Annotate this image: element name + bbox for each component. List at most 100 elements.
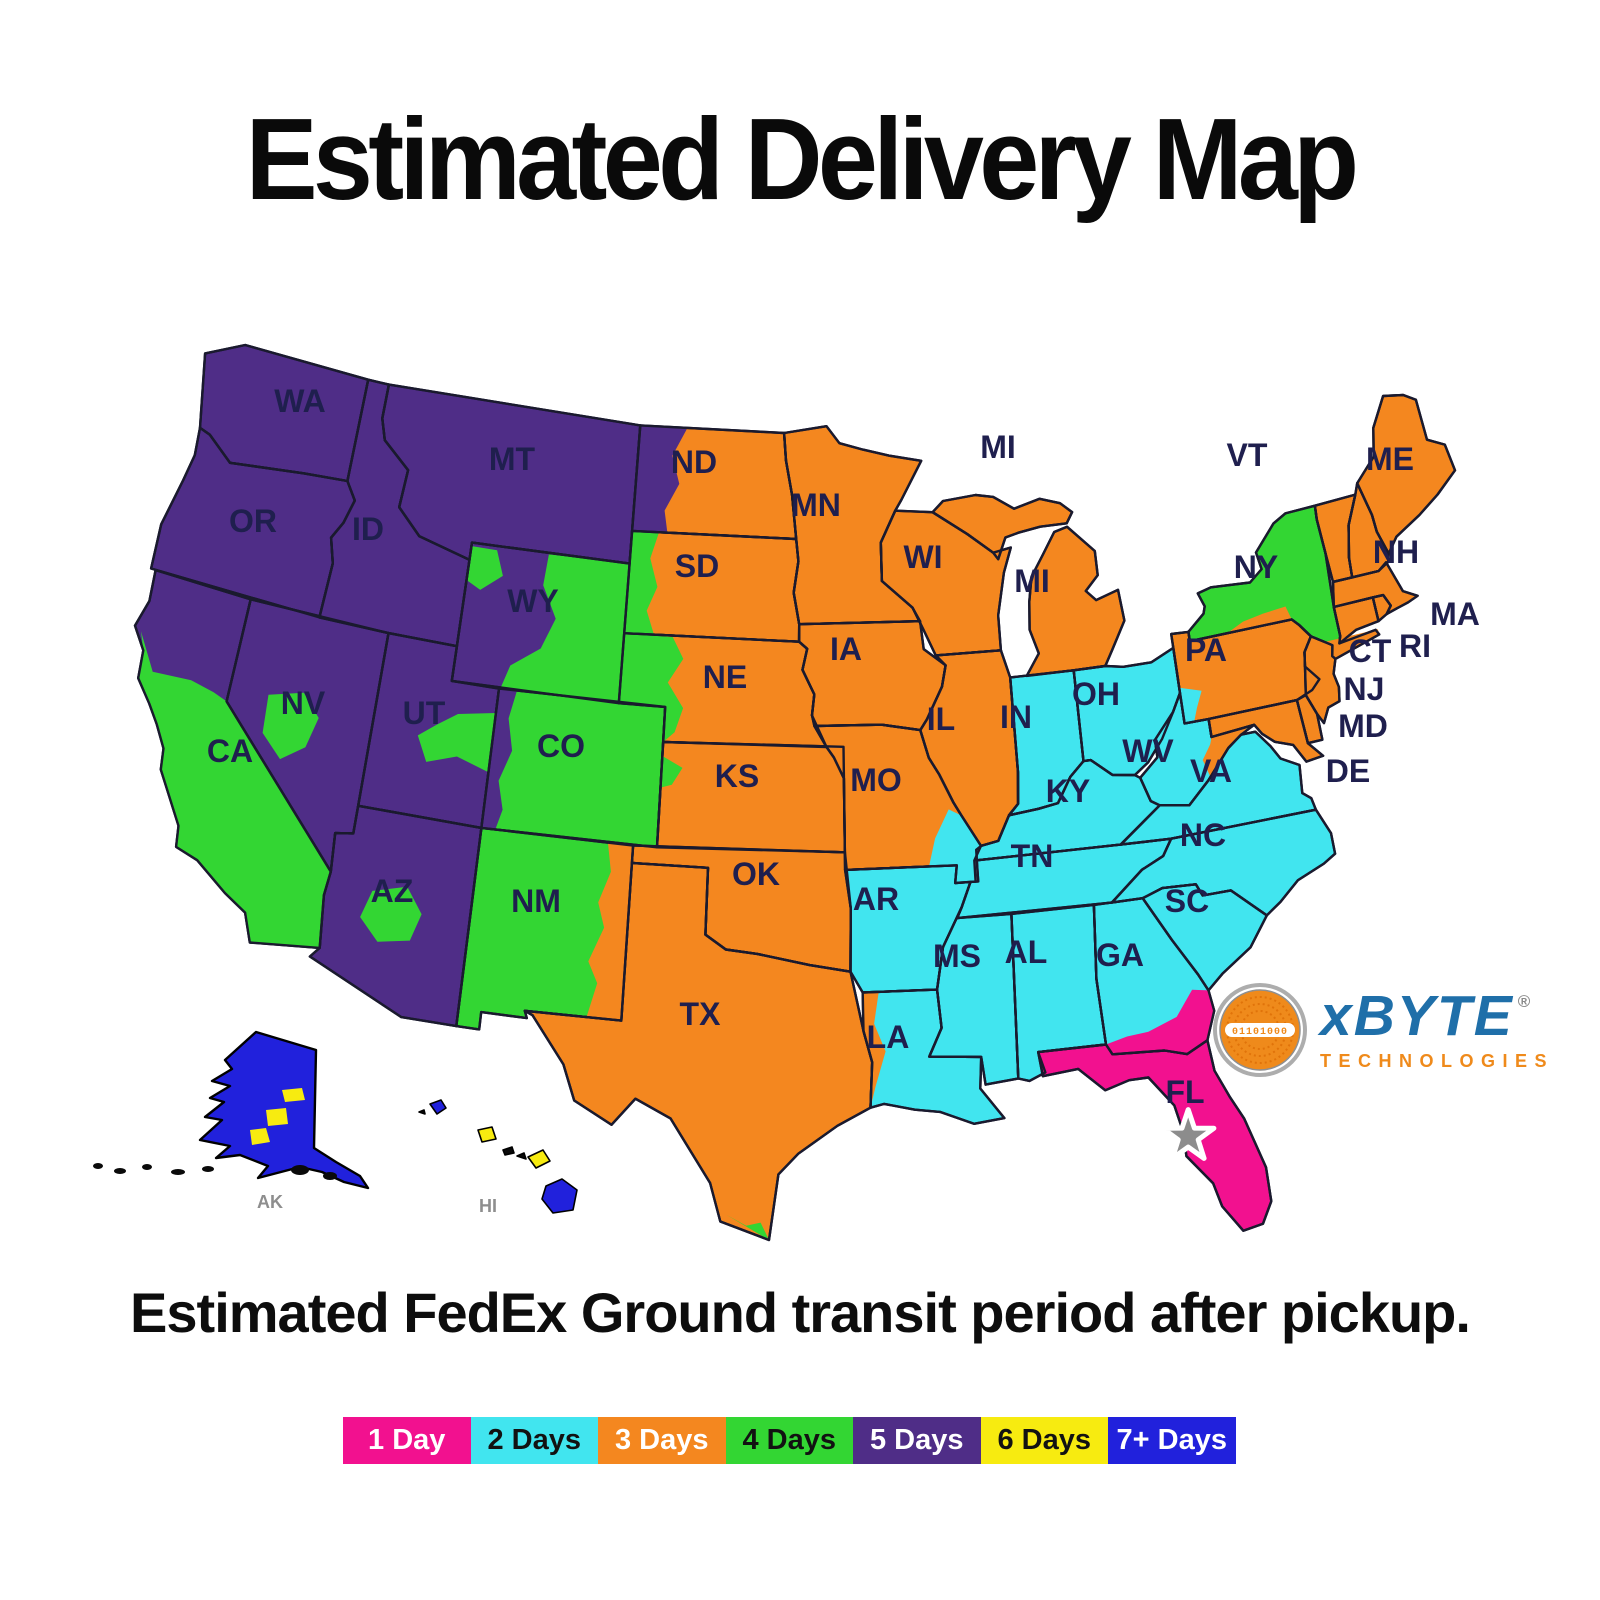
state-label-DE: DE [1326,753,1370,789]
state-outline-MI [931,493,1126,678]
zone-patch-LA-west [862,992,886,1108]
AK-zone-patch-1 [266,1108,288,1126]
HI-island-4 [516,1152,527,1160]
state-label-ND: ND [671,444,717,480]
legend-item-1-days: 1 Day [343,1417,471,1464]
zone-patch-ND-west [632,425,687,534]
state-label-LA: LA [867,1019,910,1055]
state-outline-ME [1356,393,1457,555]
origin-star [1160,1107,1217,1161]
state-label-TX: TX [680,996,722,1032]
zone-patch-SD-west [624,530,659,636]
zone-patches-layer [138,425,1380,1240]
state-label-NY: NY [1234,549,1278,585]
state-label-TN: TN [1011,838,1054,874]
state-outline-FL [1037,1039,1273,1232]
legend-item-4-days: 4 Days [725,1417,853,1464]
state-IA [797,620,947,732]
state-label-SC: SC [1165,883,1209,919]
AK-island-2 [142,1164,152,1170]
AK-island-0 [93,1163,103,1169]
state-label-AL: AL [1005,934,1048,970]
zone-patch-NY-south [1226,606,1292,635]
state-label-NJ: NJ [1344,671,1385,707]
state-label-MO: MO [850,762,902,798]
zone-patch-WY-northwest [467,546,503,590]
state-outline-SC [1141,883,1268,992]
zone-patch-NE-west [618,633,684,742]
legend-item-7-days: 7+ Days [1108,1417,1236,1464]
state-label-IL: IL [927,701,955,737]
state-label-AK: AK [257,1192,283,1212]
zone-patch-PA-southwest [1179,687,1202,724]
state-label-NE: NE [703,659,747,695]
legend-item-2-days: 2 Days [470,1417,598,1464]
state-label-CO: CO [537,728,585,764]
AK-zone-patch-0 [282,1088,305,1102]
state-label-MN: MN [791,487,841,523]
state-labels-layer: WA OR ID MT WY NV UT CA CO AZ NM ND SD NE KS OK TX MN IA MO… [207,383,1480,1110]
badge-binary-pattern: 01101000 [1232,1027,1288,1038]
zone-patch-KS-west [660,756,683,788]
brand-name: xBYTE ® [1320,984,1533,1048]
state-label-WY: WY [507,583,559,619]
zone-patch-CA-south [138,631,331,948]
state-label-SD: SD [675,548,719,584]
state-label-VT: VT [1227,437,1268,473]
origin-star-icon [1160,1107,1217,1161]
state-outline-NJ [1303,635,1341,725]
states-layer [133,343,1457,1242]
AK-island-1 [114,1168,126,1174]
HI-island-1 [418,1109,426,1115]
state-label-ME: ME [1366,441,1414,477]
state-label-CA: CA [207,733,253,769]
state-label-PA: PA [1185,632,1227,668]
state-label-IA: IA [830,631,862,667]
state-outline-MD [1207,698,1325,763]
state-label-OH: OH [1072,676,1120,712]
state-outline-VA [1119,730,1318,846]
state-label-NC: NC [1180,817,1226,853]
registered-mark: ® [1517,992,1533,1011]
state-label-KS: KS [715,758,759,794]
state-label-HI: HI [479,1196,497,1216]
state-label-UT: UT [403,695,446,731]
state-label-MI: MI [1014,563,1050,599]
AK-island-4 [202,1166,214,1172]
zone-patch-NY-nyc-longisland [1319,629,1380,661]
state-label-RI: RI [1399,628,1431,664]
state-label-GA: GA [1096,937,1144,973]
state-outline-TX [523,861,874,1242]
AK-island-6 [323,1172,337,1180]
zone-patch-UT-east [417,713,496,773]
zone-patch-TX-south-tip [726,1214,769,1240]
xbyte-logo: 01101000 xBYTE ® TECHNOLOGIES [1212,982,1554,1078]
state-label-OR: OR [229,503,277,539]
legend-item-6-days: 6 Days [980,1417,1108,1464]
xbyte-badge-icon: 01101000 [1213,983,1307,1077]
AK-island-3 [171,1169,185,1175]
state-label-MD: MD [1338,708,1388,744]
state-label-CT: CT [1349,633,1392,669]
state-label-MT: MT [489,441,536,477]
state-outline-CT [1332,596,1380,645]
HI-island-0 [429,1099,447,1115]
map-caption: Estimated FedEx Ground transit period af… [130,1281,1471,1344]
state-label-NH: NH [1373,534,1419,570]
page-title: Estimated Delivery Map [245,94,1359,224]
zone-patch-AZ-central [360,886,422,942]
zone-patch-CO-west [481,688,517,830]
legend: 1 Day 2 Days 3 Days 4 Days 5 Days 6 Days 7+ Da… [343,1417,1236,1464]
state-label-MS: MS [933,938,981,974]
state-label-AZ: AZ [371,873,414,909]
state-label-KY: KY [1046,773,1090,809]
AK-island-5 [291,1165,309,1175]
state-label-FL: FL [1165,1074,1204,1110]
state-outlines-layer [133,343,1457,1242]
state-label-VA: VA [1190,753,1232,789]
state-label-NM: NM [511,883,561,919]
state-label-NV: NV [281,685,326,721]
legend-item-5-days: 5 Days [853,1417,981,1464]
